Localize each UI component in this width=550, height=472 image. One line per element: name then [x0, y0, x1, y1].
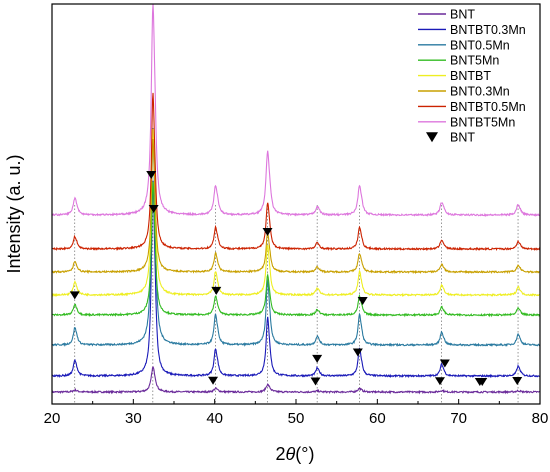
series-line-bnt0-5mn: [51, 128, 541, 348]
axes: 20 30 40 50 60 70 80: [44, 3, 549, 427]
series-line-bntbt0-5mn: [51, 92, 541, 252]
series-line-bntbt: [51, 128, 541, 298]
series-line-bnt: [51, 365, 541, 395]
legend-label: BNT: [450, 8, 475, 22]
bnt-peak-marker: [312, 354, 323, 363]
legend-label: BNTBT0.5Mn: [450, 100, 526, 114]
bnt-peak-marker: [69, 291, 80, 300]
legend-label: BNT0.3Mn: [450, 85, 510, 99]
bnt-peak-marker: [262, 228, 273, 236]
plot-area: [51, 3, 541, 404]
x-tick-label: 30: [125, 410, 142, 427]
x-tick-label: 80: [532, 410, 549, 427]
x-tick-label: 40: [206, 410, 223, 427]
series-line-bntbt5mn: [51, 3, 541, 218]
x-tick-label: 20: [44, 410, 61, 427]
x-axis-title: 2θ(°): [276, 444, 315, 464]
legend-label: BNT0.5Mn: [450, 38, 510, 52]
bnt-peak-marker: [357, 297, 368, 306]
x-tick-label: 70: [450, 410, 467, 427]
bnt-peak-marker: [477, 377, 488, 386]
bnt-peak-marker: [211, 286, 222, 295]
bnt-peak-marker: [512, 377, 523, 386]
y-axis-title: Intensity (a. u.): [4, 154, 24, 273]
legend-label: BNT5Mn: [450, 54, 499, 68]
legend-label: BNTBT5Mn: [450, 115, 515, 129]
bnt-peak-marker: [352, 348, 363, 357]
bnt-peak-marker: [148, 205, 159, 213]
bnt-peak-marker: [434, 377, 445, 386]
series-line-bntbt0-3mn: [51, 180, 541, 379]
legend-label: BNTBT: [450, 69, 491, 83]
x-tick-label: 60: [369, 410, 386, 427]
legend-marker-triangle: [426, 132, 438, 143]
bnt-peak-marker: [208, 376, 219, 385]
bnt-peak-marker: [439, 359, 450, 368]
legend: BNTBNTBT0.3MnBNT0.5MnBNT5MnBNTBTBNT0.3Mn…: [418, 8, 526, 145]
x-tick-label: 50: [288, 410, 305, 427]
legend-label: BNTBT0.3Mn: [450, 23, 526, 37]
legend-label-bnt-marker: BNT: [450, 131, 475, 145]
series-line-bnt5mn: [51, 181, 541, 318]
series-line-bnt0-3mn: [51, 138, 541, 275]
bnt-peak-marker: [310, 377, 321, 386]
bnt-peak-marker: [146, 171, 157, 179]
